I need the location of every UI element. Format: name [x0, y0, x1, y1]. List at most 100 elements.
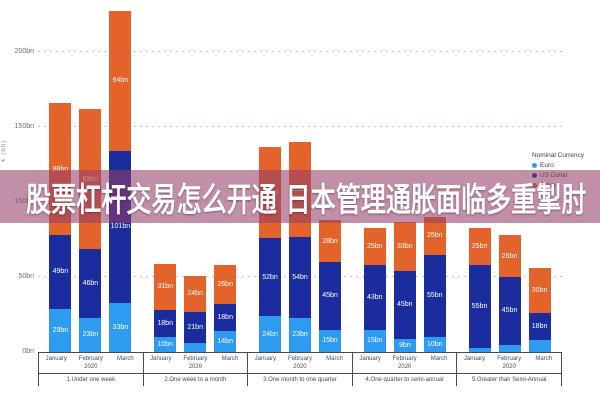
- year-label: 2020: [188, 364, 203, 370]
- y-tick-label: 50bn: [18, 273, 34, 281]
- bar-segment-euro: 33bn: [109, 302, 132, 352]
- segment-value-label: 14bn: [217, 338, 233, 346]
- segment-value-label: 49bn: [52, 268, 69, 276]
- segment-value-label: 33bn: [396, 242, 413, 250]
- year-label: 2020: [502, 364, 516, 370]
- segment-value-label: 10bn: [157, 341, 173, 349]
- segment-value-label: 24bn: [187, 290, 203, 298]
- x-axis-group: January February March 2020 4.One quarter to…: [352, 353, 458, 386]
- stacked-bar: 24bn 21bn: [184, 275, 207, 352]
- bar-segment-us-dollar: 45bn: [393, 271, 416, 339]
- bar-segment-us-dollar: 55bn: [423, 254, 446, 338]
- bar-segment-us-dollar: 21bn: [184, 311, 207, 344]
- month-label: February: [78, 356, 103, 362]
- month-labels: January February March: [248, 353, 352, 363]
- month-label: January: [150, 356, 172, 362]
- segment-value-label: 52bn: [262, 273, 278, 281]
- gridline: [38, 126, 562, 128]
- segment-value-label: 101bn: [110, 223, 131, 231]
- legend-item-label: Euro: [540, 162, 554, 169]
- x-axis-group: January February March 2020 2.One week to a …: [143, 353, 249, 386]
- month-label: March: [535, 356, 553, 362]
- bar-segment-us-dollar: 54bn: [288, 236, 311, 318]
- stacked-bar: 33bn 45bn 9bn: [393, 221, 416, 352]
- bar-segment-other: 28bn: [318, 220, 341, 263]
- bar-segment-other: 24bn: [184, 275, 207, 312]
- bar-segment-euro: [468, 347, 491, 352]
- group-caption: 4.One quarter to semi-annual: [352, 373, 457, 386]
- segment-value-label: 55bn: [426, 292, 443, 300]
- x-axis-group: January February March 2020 1.Under one week: [38, 353, 144, 386]
- bar-groups: 88bn49bn29bn93bn46bn23bn94bn101bn33bn31b…: [38, 0, 562, 352]
- segment-value-label: 45bn: [322, 292, 338, 300]
- year-label: 2020: [293, 364, 307, 370]
- bar-segment-us-dollar: 43bn: [363, 265, 386, 330]
- segment-value-label: 21bn: [187, 323, 203, 331]
- bar-segment-euro: 15bn: [318, 329, 341, 352]
- group-caption: 1.Under one week: [39, 373, 143, 386]
- bar-segment-euro: 23bn: [79, 317, 102, 352]
- x-axis-group: January February March 2020 3.One month to o…: [248, 353, 353, 386]
- segment-value-label: 18bn: [157, 320, 173, 328]
- month-label: January: [463, 356, 486, 362]
- headline-text: 股票杠杆交易怎么开通 日本管理通胀面临多重掣肘: [26, 179, 587, 219]
- stacked-bar: 28bn 45bn 15bn: [318, 220, 341, 352]
- bar-group: 25bn 43bn 15bn 33bn 45bn 9bn 25bn 55bn 10bn: [352, 0, 457, 352]
- segment-value-label: 28bn: [322, 237, 338, 245]
- bar-segment-other: 94bn: [109, 10, 132, 152]
- month-label: March: [430, 356, 448, 362]
- bar-segment-us-dollar: 52bn: [258, 238, 281, 317]
- bar-segment-other: 26bn: [214, 265, 237, 305]
- segment-value-label: 94bn: [112, 77, 129, 85]
- y-tick-label: 200bn: [14, 48, 34, 56]
- bar-segment-euro: 9bn: [393, 338, 416, 352]
- segment-value-label: 29bn: [52, 326, 69, 334]
- y-tick-label: 0bn: [22, 348, 34, 355]
- stacked-bar: 25bn 43bn 15bn: [363, 227, 386, 352]
- bar-segment-euro: 29bn: [49, 308, 72, 352]
- bar-segment-euro: [184, 343, 207, 352]
- bar-segment-euro: 10bn: [154, 337, 177, 352]
- bar-segment-other: 31bn: [154, 263, 177, 311]
- segment-value-label: 30bn: [531, 287, 548, 295]
- segment-value-label: 28bn: [501, 252, 518, 260]
- year-label: 2020: [397, 364, 412, 370]
- bar-segment-other: 28bn: [498, 235, 521, 278]
- stacked-bar: 25bn 55bn: [468, 227, 491, 352]
- month-label: February: [287, 356, 312, 362]
- segment-value-label: 25bn: [426, 232, 443, 240]
- x-axis-group: January February March 2020 5.Greater than S…: [457, 353, 562, 386]
- legend-title: Nominal Currency: [532, 152, 585, 159]
- segment-value-label: 45bn: [396, 301, 413, 309]
- group-caption: 5.Greater than Semi-Annual: [457, 373, 561, 386]
- segment-value-label: 33bn: [112, 323, 129, 331]
- bar-segment-other: 30bn: [528, 268, 551, 314]
- month-labels: January February March: [39, 353, 143, 363]
- bar-segment-other: 25bn: [468, 227, 491, 266]
- plot-area: 88bn49bn29bn93bn46bn23bn94bn101bn33bn31b…: [38, 0, 562, 353]
- month-labels: January February March: [353, 353, 457, 363]
- month-labels: January February March: [457, 353, 561, 363]
- bar-segment-other: 33bn: [393, 221, 416, 272]
- segment-value-label: 25bn: [471, 242, 488, 250]
- segment-value-label: 18bn: [531, 323, 548, 331]
- gridline: [38, 51, 562, 53]
- bar-segment-euro: 14bn: [214, 331, 237, 352]
- bar-segment-us-dollar: 18bn: [154, 310, 177, 338]
- segment-value-label: 15bn: [366, 337, 383, 345]
- stacked-bar: 25bn 55bn 10bn: [423, 217, 446, 352]
- bar-segment-us-dollar: 45bn: [318, 262, 341, 330]
- y-tick-label: 150bn: [14, 123, 34, 131]
- month-labels: January February March: [144, 353, 248, 363]
- group-caption: 2.One week to a month: [143, 373, 248, 386]
- stacked-bar: 26bn 18bn 14bn: [214, 265, 237, 352]
- segment-value-label: 26bn: [217, 281, 233, 289]
- segment-value-label: 23bn: [292, 331, 308, 339]
- stacked-bar: 31bn 18bn 10bn: [154, 263, 177, 352]
- bar-segment-us-dollar: 46bn: [79, 248, 102, 318]
- month-label: March: [116, 356, 134, 362]
- segment-value-label: 15bn: [322, 337, 338, 345]
- month-label: March: [221, 356, 239, 362]
- month-label: February: [183, 356, 208, 362]
